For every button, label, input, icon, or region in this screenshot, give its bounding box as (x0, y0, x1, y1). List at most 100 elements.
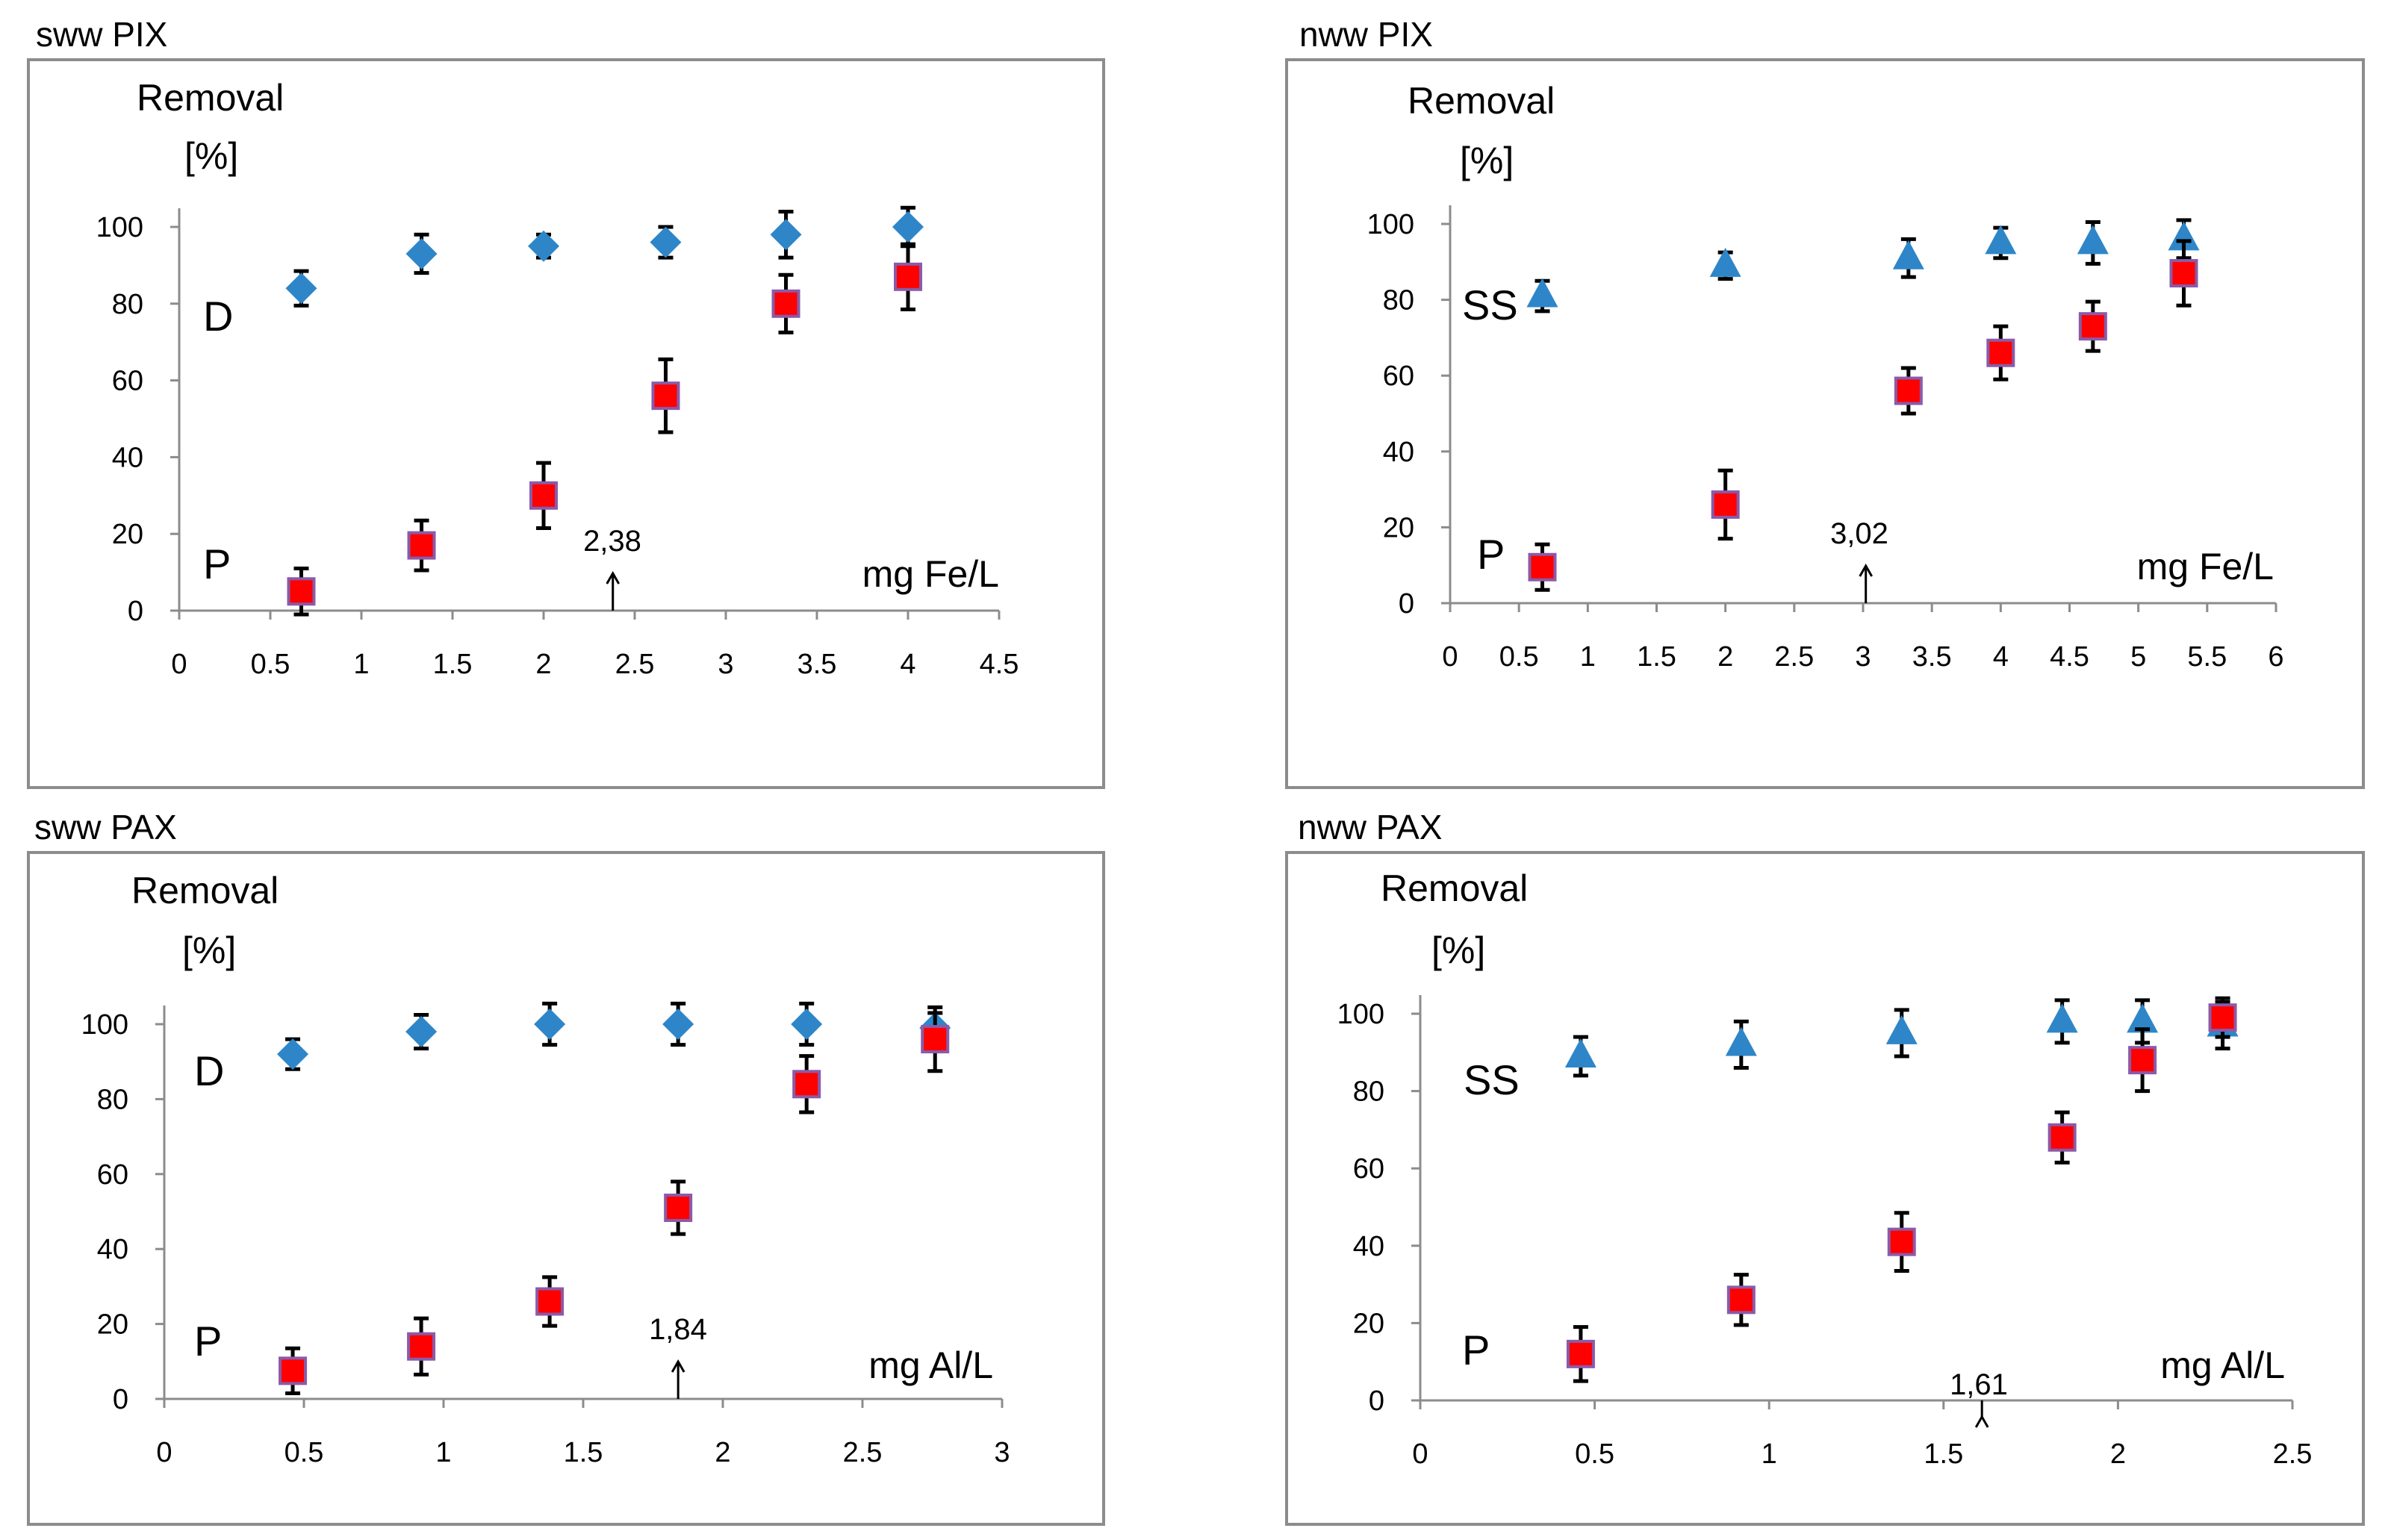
threshold-annotation: 2,38 (583, 525, 641, 558)
x-tick-label: 1.5 (1637, 641, 1676, 673)
x-tick-label: 1 (353, 649, 369, 680)
x-tick-label: 0 (1412, 1438, 1428, 1470)
x-tick-label: 1 (1580, 641, 1596, 673)
panel-title: nww PIX (1299, 15, 1433, 54)
y-tick-label: 0 (1399, 588, 1414, 620)
x-tick-label: 3 (1855, 641, 1871, 673)
threshold-annotation: 1,84 (649, 1313, 707, 1346)
data-point-ss (1892, 240, 1924, 269)
data-point-p (535, 1287, 565, 1316)
y-axis-title: Removal (131, 870, 279, 911)
data-point-p (529, 481, 558, 510)
data-point-p (279, 1356, 308, 1385)
data-point-d (770, 219, 802, 251)
data-point-ss (2127, 1003, 2159, 1033)
y-tick-label: 60 (1383, 361, 1414, 392)
y-tick-label: 40 (97, 1234, 128, 1265)
threshold-arrowhead (606, 570, 621, 584)
y-tick-label: 80 (1353, 1076, 1384, 1108)
data-point-p (407, 1332, 436, 1361)
x-tick-label: 2 (2110, 1438, 2126, 1470)
data-point-d (528, 230, 559, 262)
x-tick-label: 2 (535, 649, 551, 680)
x-tick-label: 4 (900, 649, 915, 680)
threshold-arrowhead (671, 1359, 685, 1373)
y-tick-label: 0 (128, 596, 143, 627)
y-axis-title: Removal (1381, 867, 1528, 909)
data-point-ss (1985, 225, 2017, 255)
data-point-p (1986, 338, 2015, 367)
data-point-d (405, 237, 438, 269)
x-tick-label: 3 (718, 649, 733, 680)
data-point-ss (2077, 225, 2109, 255)
data-point-p (651, 381, 680, 411)
x-tick-label: 1 (1762, 1438, 1777, 1470)
x-tick-label: 2.5 (1774, 641, 1814, 673)
x-tick-label: 3 (994, 1437, 1010, 1468)
threshold-arrowhead (1859, 563, 1873, 577)
panel-sww-pix: sww PIX 0 0.5 1 1.5 2 2.5 3 3.5 4 4.5 0 20 40 60 80 100 R… (27, 15, 1105, 789)
x-tick-label: 6 (2268, 641, 2283, 673)
data-point-p (2128, 1046, 2157, 1075)
x-tick-label: 4.5 (2050, 641, 2089, 673)
threshold-annotation: 3,02 (1830, 517, 1888, 550)
y-tick-label: 40 (112, 442, 143, 473)
series-label-ss: SS (1462, 281, 1518, 328)
y-axis-unit: [%] (1460, 140, 1514, 181)
x-tick-label: 0.5 (1499, 641, 1539, 673)
x-tick-label: 2.5 (843, 1437, 883, 1468)
data-point-ss (1725, 1026, 1757, 1056)
y-tick-label: 20 (1383, 512, 1414, 543)
data-point-p (1894, 376, 1923, 405)
data-point-ss (2168, 221, 2200, 251)
data-point-p (1726, 1285, 1756, 1315)
y-tick-label: 40 (1353, 1231, 1384, 1262)
x-tick-label: 0 (1442, 641, 1458, 673)
x-tick-label: 3.5 (797, 649, 837, 680)
data-point-d (662, 1009, 694, 1040)
x-tick-label: 5 (2130, 641, 2146, 673)
data-point-p (1566, 1339, 1595, 1368)
threshold-annotation: 1,61 (1950, 1368, 2008, 1401)
y-tick-label: 80 (112, 289, 143, 320)
x-tick-label: 4 (1993, 641, 2009, 673)
data-point-d (650, 226, 682, 258)
plot-frame (1285, 851, 2365, 1526)
data-point-p (2047, 1123, 2077, 1152)
data-point-p (1887, 1227, 1916, 1256)
y-axis-title: Removal (1408, 80, 1555, 122)
series-label-d: D (203, 293, 233, 340)
x-tick-label: 2.5 (2273, 1438, 2313, 1470)
y-tick-label: 60 (97, 1159, 128, 1191)
data-point-ss (1526, 278, 1558, 308)
data-point-d (277, 1038, 309, 1070)
series-label-p: P (203, 540, 231, 587)
data-point-p (2078, 312, 2107, 341)
y-tick-label: 40 (1383, 437, 1414, 468)
x-axis-title: mg Al/L (2160, 1344, 2285, 1386)
y-axis-title: Removal (137, 77, 284, 119)
series-label-p: P (194, 1318, 222, 1365)
y-tick-label: 100 (81, 1009, 128, 1041)
y-tick-label: 100 (1367, 209, 1414, 240)
panel-title: sww PAX (34, 808, 177, 847)
x-tick-label: 2 (1717, 641, 1733, 673)
panel-title: nww PAX (1298, 808, 1442, 847)
threshold-arrowhead (1974, 1414, 1989, 1428)
y-tick-label: 80 (1383, 285, 1414, 317)
data-point-p (664, 1193, 693, 1222)
x-tick-label: 0 (156, 1437, 172, 1468)
x-tick-label: 1.5 (433, 649, 473, 680)
y-tick-label: 80 (97, 1084, 128, 1115)
plot-frame (27, 851, 1105, 1526)
x-tick-label: 2.5 (615, 649, 655, 680)
x-tick-label: 4.5 (980, 649, 1019, 680)
y-tick-label: 0 (1369, 1385, 1384, 1417)
data-point-p (1711, 490, 1740, 519)
x-tick-label: 0 (171, 649, 187, 680)
y-tick-label: 20 (112, 519, 143, 550)
data-point-p (2208, 1003, 2237, 1032)
data-point-ss (1564, 1038, 1596, 1067)
y-axis-unit: [%] (182, 929, 236, 971)
panel-title: sww PIX (36, 15, 167, 54)
